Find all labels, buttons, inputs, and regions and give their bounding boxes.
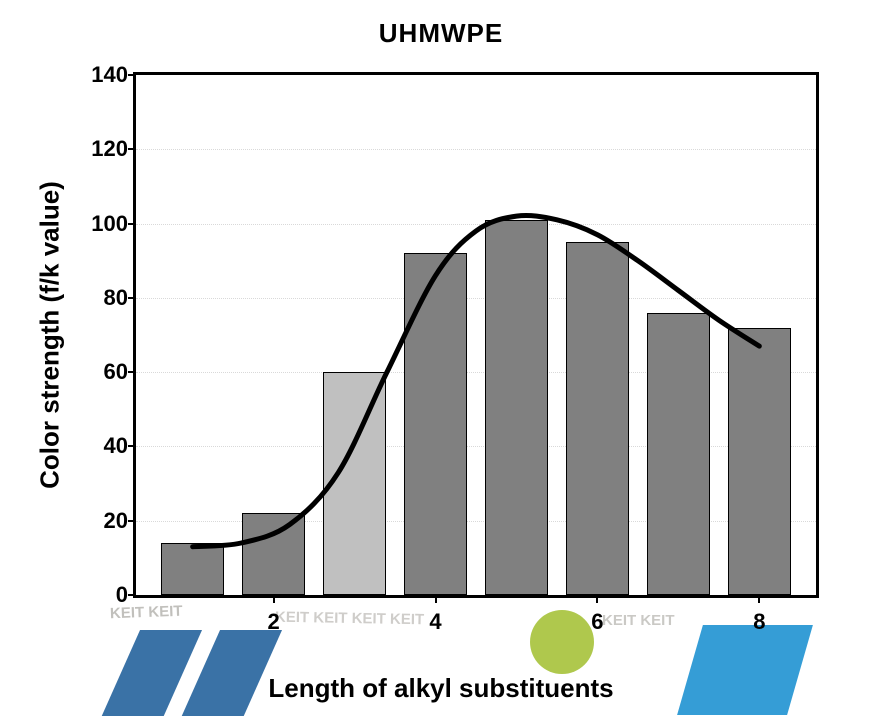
watermark: KEIT KEIT: [602, 612, 675, 629]
trend-path: [193, 216, 760, 547]
y-tick-mark: [128, 520, 136, 522]
y-tick-mark: [128, 74, 136, 76]
watermark: [530, 610, 594, 674]
y-tick-mark: [128, 148, 136, 150]
x-tick-mark: [758, 595, 760, 603]
y-tick-mark: [128, 223, 136, 225]
x-tick-mark: [435, 595, 437, 603]
y-tick-mark: [128, 371, 136, 373]
x-tick-mark: [596, 595, 598, 603]
x-axis-label: Length of alkyl substituents: [0, 673, 882, 704]
y-tick-mark: [128, 594, 136, 596]
y-axis-label: Color strength (f/k value): [35, 181, 66, 489]
trend-curve: [136, 75, 816, 595]
plot-area: 020406080100120140 2468: [133, 72, 819, 598]
x-tick-mark: [273, 595, 275, 603]
chart: KEIT KEITKEIT KEIT KEIT KEITKEIT KEIT UH…: [0, 0, 882, 716]
y-tick-mark: [128, 445, 136, 447]
y-tick-mark: [128, 297, 136, 299]
watermark: KEIT KEIT KEIT KEIT: [275, 609, 424, 629]
chart-title: UHMWPE: [0, 18, 882, 49]
